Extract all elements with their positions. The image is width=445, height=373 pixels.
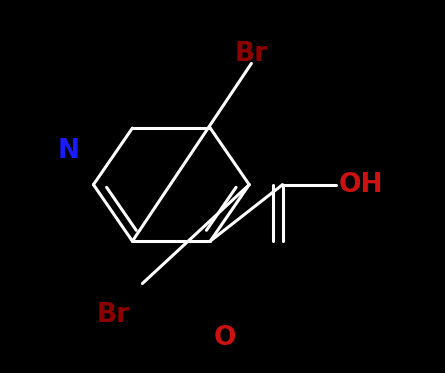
Text: Br: Br [97,302,130,328]
Text: OH: OH [338,172,383,198]
Text: Br: Br [235,41,268,67]
Text: O: O [214,325,236,351]
Text: N: N [58,138,80,164]
